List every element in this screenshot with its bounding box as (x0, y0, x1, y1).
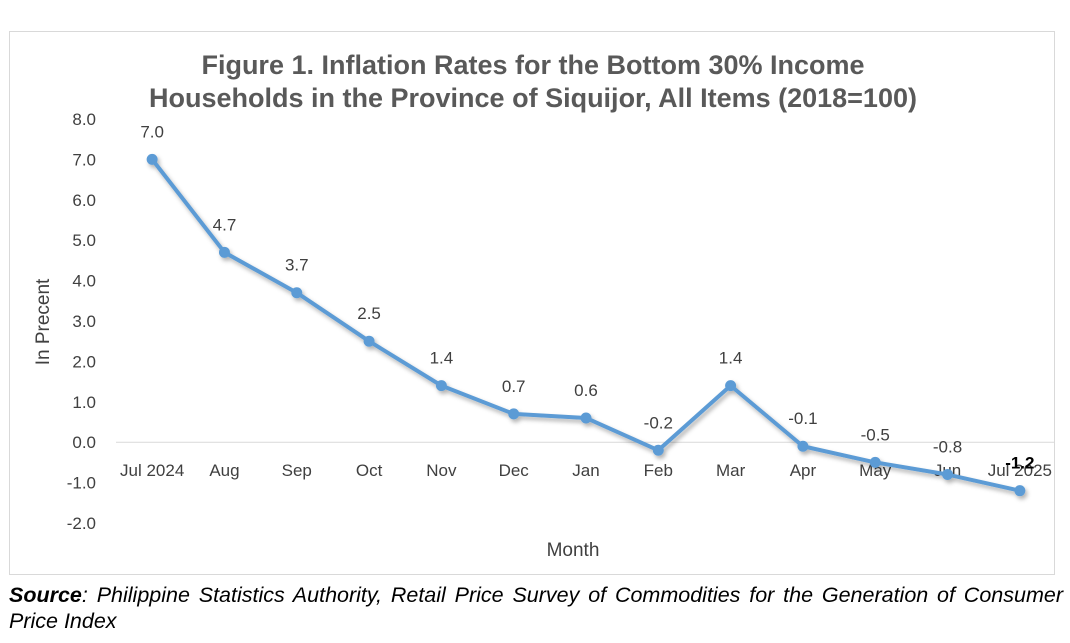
x-axis: Jul 2024 Aug Sep Oct Nov Dec Jan Feb Mar Apr May Ju… (120, 461, 1052, 480)
data-label: -0.2 (644, 413, 673, 432)
y-tick-label: -1.0 (67, 474, 96, 493)
x-tick-label: Jul 2024 (120, 461, 184, 480)
data-point (725, 380, 737, 392)
data-label: 2.5 (357, 304, 381, 323)
data-point (435, 380, 447, 392)
x-tick-label: May (859, 461, 892, 480)
y-tick-label: 6.0 (72, 191, 96, 210)
data-label: -1.2 (1005, 454, 1034, 473)
data-label: -0.5 (861, 425, 890, 444)
data-point (580, 412, 592, 424)
source-text: : Philippine Statistics Authority, Retai… (9, 583, 1063, 633)
y-tick-label: 7.0 (72, 150, 96, 169)
data-point (146, 153, 158, 165)
data-label: 1.4 (719, 349, 743, 368)
data-point (363, 335, 375, 347)
data-label: 7.0 (140, 122, 164, 141)
chart-title-line-2: Households in the Province of Siquijor, … (149, 83, 917, 113)
y-tick-label: 4.0 (72, 272, 96, 291)
data-point (797, 440, 809, 452)
data-label: 0.7 (502, 377, 526, 396)
x-tick-label: Apr (790, 461, 817, 480)
y-tick-label: 8.0 (72, 110, 96, 129)
y-tick-label: 0.0 (72, 433, 96, 452)
data-label: 3.7 (285, 256, 309, 275)
data-point (652, 444, 664, 456)
x-tick-label: Jul 2025 (988, 461, 1052, 480)
data-label: 4.7 (213, 215, 237, 234)
y-axis: 8.0 7.0 6.0 5.0 4.0 3.0 2.0 1.0 0.0 -1.0 -2.0 (67, 110, 96, 533)
data-label: 1.4 (430, 349, 454, 368)
chart-title-line-1: Figure 1. Inflation Rates for the Bottom… (201, 50, 864, 80)
x-tick-label: Nov (426, 461, 457, 480)
data-label: -0.1 (788, 409, 817, 428)
data-labels: 7.0 4.7 3.7 2.5 1.4 0.7 0.6 -0.2 1.4 -0.1 -0.5 -0.8… (140, 122, 1034, 472)
data-label: -0.8 (933, 438, 962, 457)
x-tick-label: Dec (499, 461, 530, 480)
data-point (291, 287, 303, 299)
data-point (1014, 485, 1026, 497)
data-point (942, 469, 954, 481)
data-point (218, 246, 230, 258)
y-tick-label: 5.0 (72, 231, 96, 250)
source-note: Source: Philippine Statistics Authority,… (9, 582, 1063, 634)
source-label: Source (9, 583, 82, 607)
x-tick-label: Aug (209, 461, 239, 480)
y-tick-label: 3.0 (72, 312, 96, 331)
x-tick-label: Sep (282, 461, 312, 480)
data-point (869, 456, 881, 468)
data-label: 0.6 (574, 381, 598, 400)
y-tick-label: 1.0 (72, 393, 96, 412)
y-tick-label: -2.0 (67, 514, 96, 533)
y-tick-label: 2.0 (72, 352, 96, 371)
x-tick-label: Oct (356, 461, 383, 480)
line-chart: Figure 1. Inflation Rates for the Bottom… (33, 50, 1054, 561)
series-inflation-rate (146, 153, 1026, 497)
y-axis-title: In Precent (33, 278, 54, 365)
chart-area: Figure 1. Inflation Rates for the Bottom… (9, 31, 1055, 575)
x-tick-label: Jan (572, 461, 599, 480)
x-tick-label: Mar (716, 461, 746, 480)
data-point (508, 408, 520, 420)
x-axis-title: Month (547, 540, 600, 561)
x-tick-label: Feb (644, 461, 673, 480)
